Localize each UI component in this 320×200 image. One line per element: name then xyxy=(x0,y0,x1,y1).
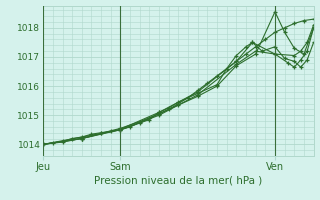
X-axis label: Pression niveau de la mer( hPa ): Pression niveau de la mer( hPa ) xyxy=(94,176,262,186)
